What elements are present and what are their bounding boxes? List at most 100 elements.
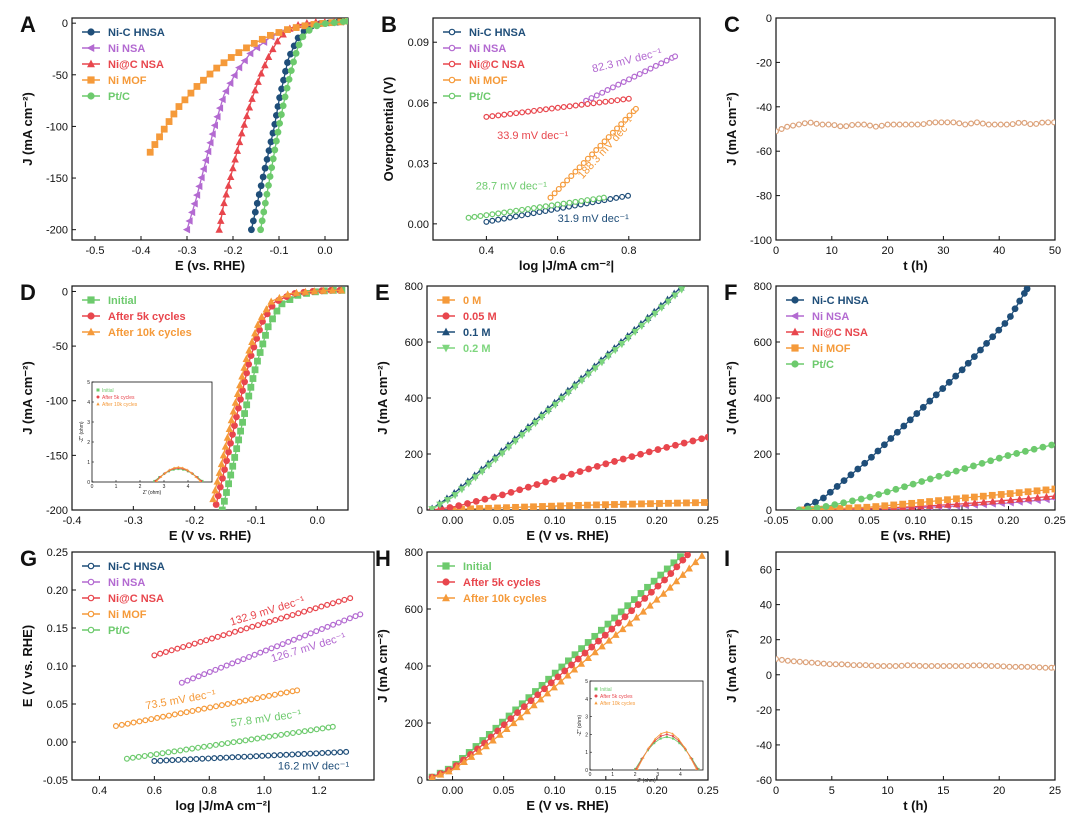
- legend-label: 0 M: [463, 295, 481, 307]
- series-initial-point: [578, 645, 586, 653]
- legend-label: Pt/C: [108, 625, 130, 637]
- y-tick-label: 40: [760, 600, 772, 612]
- series-ni-nsa-point: [631, 73, 638, 80]
- series-0-05-m-point: [576, 468, 584, 475]
- series-ni-c-nsa-point: [970, 498, 979, 506]
- series-0-m-point: [575, 502, 582, 509]
- series-ni-c-hnsa-point: [530, 210, 537, 217]
- series-ni-c-hnsa-point: [151, 757, 158, 764]
- series-ni-nsa-point: [346, 615, 353, 622]
- series-pt-c-point: [189, 745, 196, 752]
- series-ni-c-nsa-point: [191, 640, 198, 647]
- series-ni-mof-point: [242, 697, 249, 704]
- series-ni-nsa-point: [190, 675, 197, 682]
- legend-marker: [790, 312, 799, 320]
- series-ni-c-nsa-point: [507, 110, 514, 117]
- legend-label: After 10k cycles: [463, 593, 547, 605]
- series-ni-c-nsa-point: [997, 496, 1006, 504]
- series-ni-c-nsa-point: [162, 648, 169, 655]
- inset-eis-point: [697, 767, 700, 771]
- panel-label: D: [20, 280, 36, 305]
- series-ni-mof-point: [551, 190, 558, 197]
- series-pt-c-point: [489, 211, 496, 218]
- series-stability-point: [979, 120, 986, 127]
- panel-label: F: [724, 280, 737, 305]
- series-ni-c-hnsa-point: [880, 441, 888, 449]
- series-after-5k-cycles-line: [215, 289, 342, 505]
- series-ni-c-hnsa-point: [263, 155, 271, 163]
- panel-g: 0.4 0.6 0.8 1.0 1.2 -0.05 0.00 0.05 0.10 0.15 0.20…: [20, 546, 375, 813]
- series-pt-c-point: [274, 128, 282, 136]
- series-after-10k-cycles-point: [292, 288, 301, 296]
- series-ni-c-nsa-point: [249, 623, 256, 630]
- series-ni-nsa-point: [658, 60, 665, 67]
- series-0-2-m-point: [478, 468, 487, 476]
- series-pt-c-point: [857, 495, 865, 503]
- legend-label: Ni NSA: [108, 577, 145, 589]
- series-initial-point: [650, 577, 658, 585]
- series-0-2-m-point: [436, 501, 444, 509]
- y-tick-label: -60: [756, 775, 772, 787]
- series-ni-nsa-point: [199, 165, 207, 173]
- legend-marker: [791, 296, 799, 304]
- series-ni-mof-point: [953, 495, 960, 503]
- series-ni-c-hnsa-point: [613, 194, 620, 201]
- series-ni-mof-point: [1051, 485, 1055, 493]
- series-initial-point: [604, 620, 612, 628]
- legend-label: After 5k cycles: [108, 311, 186, 323]
- series-after-5k-cycles-point: [679, 556, 687, 564]
- inset-y-label: -Z'' (ohm): [79, 421, 85, 442]
- series-ni-nsa-point: [274, 643, 281, 650]
- series-pt-c-point: [278, 111, 285, 118]
- series-ni-mof-point: [622, 116, 629, 123]
- series-ni-c-nsa-point: [988, 497, 997, 505]
- series-ni-mof-point: [632, 105, 639, 112]
- legend-label: Ni@C NSA: [108, 59, 164, 71]
- series-after-5k-cycles-point: [641, 595, 649, 602]
- series-initial-point: [538, 681, 546, 689]
- series-stability-point: [1003, 121, 1010, 128]
- series-pt-c-point: [266, 733, 273, 740]
- inset-eis-point: [677, 737, 680, 740]
- y-tick-label: 0.10: [47, 661, 68, 673]
- series-ni-nsa-point: [212, 666, 219, 673]
- series-ni-mof-point: [136, 718, 143, 725]
- series-0-m-point: [674, 499, 681, 507]
- legend-marker: [87, 59, 95, 68]
- x-tick-label: 0.05: [858, 515, 879, 527]
- series-stability-point: [795, 121, 802, 128]
- series-ni-c-hnsa-point: [840, 477, 848, 485]
- series-ni-c-hnsa-point: [913, 410, 921, 417]
- series-pt-c-point: [313, 726, 320, 733]
- series-ni-mof-point: [1042, 486, 1050, 494]
- inset-y-tick-label: 3: [87, 420, 90, 426]
- series-pt-c-point: [483, 212, 490, 219]
- x-tick-label: 0.05: [493, 785, 514, 797]
- panel-a: -0.5 -0.4 -0.3 -0.2 -0.1 0.0 -200 -150 -100 -50 0 E…: [20, 12, 349, 273]
- series-ni-nsa-point: [302, 632, 309, 639]
- series-pt-c-point: [319, 725, 326, 732]
- series-after-5k-cycles-point: [601, 631, 609, 639]
- series-after-5k-cycles-point: [534, 691, 542, 699]
- series-pt-c-point: [344, 18, 348, 25]
- series-ni-nsa-point: [318, 626, 325, 633]
- series-initial-point: [558, 663, 566, 671]
- series-ni-mof-point: [1024, 488, 1032, 496]
- series-ni-mof-point: [890, 501, 898, 509]
- series-0-m-point: [476, 505, 483, 510]
- series-ni-nsa-point: [313, 628, 320, 635]
- inset-eis-point: [672, 737, 675, 740]
- legend-marker: [448, 28, 456, 36]
- series-stability-point: [814, 660, 821, 667]
- series-stability-point: [940, 662, 947, 669]
- series-stability-point: [958, 662, 965, 669]
- series-ni-nsa-point: [672, 53, 679, 60]
- series-after-10k-cycles-point: [666, 583, 674, 591]
- y-tick-label: 0: [417, 505, 423, 517]
- series-ni-c-hnsa-point: [300, 27, 308, 35]
- series-stability-point: [844, 661, 851, 668]
- series-ni-mof-point: [243, 44, 250, 52]
- series-0-2-m-point: [611, 347, 619, 355]
